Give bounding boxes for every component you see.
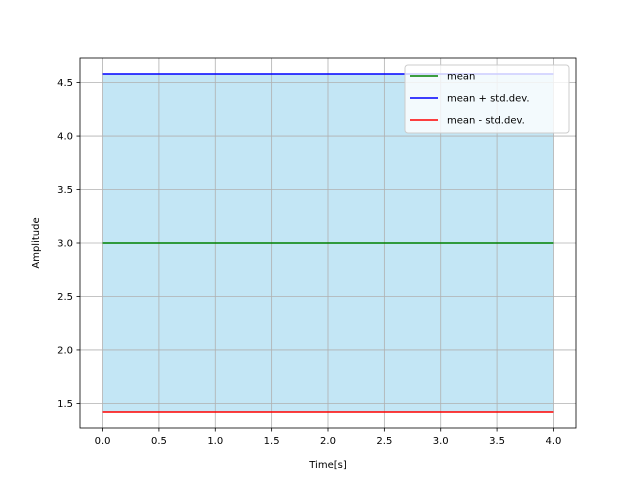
x-tick-label: 2.0 <box>320 436 336 447</box>
y-tick-label: 2.0 <box>57 345 73 356</box>
plot-area: 0.0 0.5 1.0 1.5 2.0 2.5 3.0 3.5 4.0 1.5 2.0 2.5 3.0 3… <box>57 57 577 447</box>
x-tick-label: 2.5 <box>376 436 392 447</box>
y-tick-label: 1.5 <box>57 399 73 410</box>
legend-label-3: mean - std.dev. <box>447 116 525 127</box>
x-tick-label: 0.5 <box>151 436 167 447</box>
x-axis-label: Time[s] <box>308 460 347 471</box>
x-tick-label: 3.5 <box>489 436 505 447</box>
x-tick-label: 4.0 <box>546 436 562 447</box>
y-tick-label: 4.0 <box>57 132 73 143</box>
x-tick-label: 1.0 <box>207 436 223 447</box>
y-tick-label: 2.5 <box>57 292 73 303</box>
legend-label-2: mean + std.dev. <box>447 94 530 105</box>
y-tick-label: 3.5 <box>57 185 73 196</box>
legend-label-1: mean <box>447 72 475 83</box>
x-tick-label: 3.0 <box>433 436 449 447</box>
x-tick-label: 0.0 <box>95 436 111 447</box>
legend-box <box>404 64 570 134</box>
y-tick-label: 4.5 <box>57 78 73 89</box>
y-axis-label: Amplitude <box>31 217 42 268</box>
y-tick-label: 3.0 <box>57 239 73 250</box>
x-tick-label: 1.5 <box>264 436 280 447</box>
